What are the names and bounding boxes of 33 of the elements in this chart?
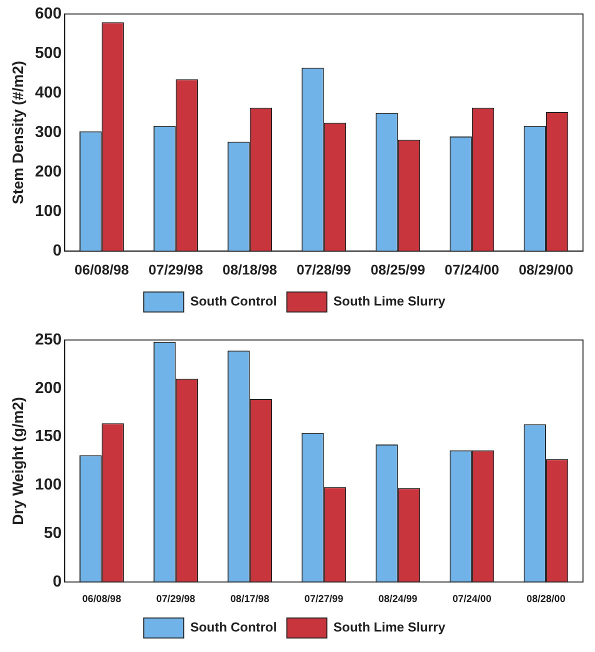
- y-tick-label: 250: [34, 331, 62, 348]
- x-tick-label: 08/25/99: [370, 261, 426, 278]
- x-tick-label: 08/18/98: [222, 261, 278, 278]
- y-tick-label: 600: [34, 5, 62, 22]
- y-axis-title: Stem Density (#/m2): [10, 60, 28, 204]
- x-tick-label: 07/24/00: [452, 594, 492, 605]
- x-tick-label: 07/29/98: [148, 261, 204, 278]
- y-tick-label: 100: [34, 476, 62, 494]
- legend-label: South Control: [190, 620, 277, 635]
- y-tick-label: 50: [44, 525, 62, 542]
- y-tick-label: 100: [34, 203, 62, 220]
- y-axis-title: Dry Weight (g/m2): [10, 396, 28, 526]
- y-tick-label: 150: [34, 428, 62, 446]
- y-tick-label: 0: [52, 242, 62, 260]
- y-tick-label: 500: [34, 44, 62, 62]
- x-tick-label: 08/28/00: [526, 594, 566, 605]
- legend-label: South Control: [190, 294, 277, 309]
- x-tick-label: 06/08/98: [82, 594, 122, 605]
- x-tick-label: 07/24/00: [444, 261, 500, 278]
- x-tick-label: 07/28/99: [296, 261, 352, 278]
- x-tick-label: 08/17/98: [230, 594, 270, 605]
- y-tick-label: 400: [34, 84, 62, 102]
- x-tick-label: 06/08/98: [74, 261, 130, 278]
- x-tick-label: 08/29/00: [518, 261, 574, 278]
- legend-label: South Lime Slurry: [333, 620, 446, 635]
- y-tick-label: 300: [34, 124, 62, 142]
- x-tick-label: 08/24/99: [378, 594, 418, 605]
- x-tick-label: 07/27/99: [304, 594, 344, 605]
- legend-label: South Lime Slurry: [333, 294, 446, 309]
- x-tick-label: 07/29/98: [156, 594, 196, 605]
- y-tick-label: 0: [52, 573, 62, 590]
- y-tick-label: 200: [34, 380, 62, 397]
- y-tick-label: 200: [34, 164, 62, 181]
